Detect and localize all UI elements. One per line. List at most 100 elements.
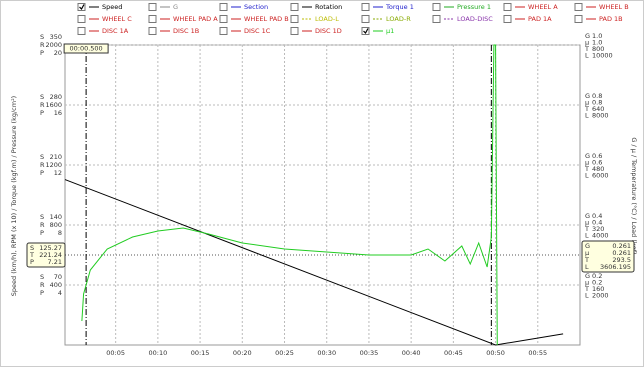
x-tick-label: 00:45 [444,349,463,357]
y-tick-label: 280 [50,93,62,101]
y-axis-name: R [40,41,45,49]
readout-name: μ [585,249,589,257]
y2-tick-label: 10000 [592,52,613,60]
legend-check [79,4,85,10]
y2-axis-name: T [584,285,589,293]
legend-checkbox[interactable] [148,3,157,11]
legend-checkbox[interactable] [361,3,370,11]
y2-tick-label: 0.2 [592,272,602,280]
y2-axis-name: G [585,152,590,160]
x-tick-label: 00:25 [275,349,294,357]
y2-axis-name: μ [585,219,589,227]
readout-name: L [585,263,589,271]
y2-axis-name: T [584,225,589,233]
legend-checkbox[interactable] [219,27,228,35]
y2-axis-name: L [585,52,589,60]
y-tick-label: 800 [50,221,62,229]
legend-checkbox[interactable] [503,3,512,11]
legend-checkbox[interactable] [77,3,86,11]
cursor-time-box [63,43,109,54]
y-tick-label: 20 [54,49,62,57]
readout-value: 221.24 [39,251,62,259]
y2-axis-name: G [585,32,590,40]
readout-box [26,242,66,268]
y-tick-label: 2000 [45,41,62,49]
y2-axis-name: μ [585,39,589,47]
legend-label: WHEEL C [102,15,132,23]
legend-checkbox[interactable] [290,27,299,35]
readout-name: G [585,242,590,250]
legend-label: G [173,3,178,11]
readout-name: S [30,244,34,252]
legend-label: WHEEL A [528,3,558,11]
x-tick-label: 00:05 [106,349,125,357]
readout-value: 293.5 [612,256,631,264]
legend-checkbox[interactable] [361,27,370,35]
y2-axis-name: μ [585,279,589,287]
y2-axis-name: L [585,112,589,120]
x-tick-label: 00:35 [360,349,379,357]
y-axis-name: S [40,213,44,221]
x-tick-label: 00:40 [402,349,421,357]
y2-axis-name: G [585,92,590,100]
legend-checkbox[interactable] [574,3,583,11]
legend-checkbox[interactable] [574,15,583,23]
legend-checkbox[interactable] [219,3,228,11]
y2-tick-label: 6000 [592,172,609,180]
legend-checkbox[interactable] [432,3,441,11]
legend-label: DISC 1B [173,27,199,35]
x-tick-label: 00:15 [191,349,210,357]
legend-checkbox[interactable] [77,27,86,35]
y2-tick-label: 0.4 [592,212,602,220]
legend-checkbox[interactable] [148,15,157,23]
y2-tick-label: 1.0 [592,39,602,47]
legend-label: DISC 1C [244,27,271,35]
legend-label: DISC 1A [102,27,129,35]
y-axis-name: S [40,273,44,281]
legend-label: μ1 [386,27,394,35]
legend-checkbox[interactable] [77,15,86,23]
legend-label: LOAD-DISC [457,15,493,23]
y2-axis-name: G [585,212,590,220]
y2-axis-name: L [585,232,589,240]
legend-checkbox[interactable] [219,15,228,23]
readout-value: 0.261 [612,242,631,250]
legend-label: LOAD-R [386,15,411,23]
legend-label: WHEEL B [599,3,629,11]
y-axis-name: P [40,289,44,297]
y2-tick-label: 8000 [592,112,609,120]
y-tick-label: 8 [58,229,62,237]
readout-name: T [29,251,34,259]
legend-checkbox[interactable] [290,15,299,23]
legend-checkbox[interactable] [503,15,512,23]
readout-name: P [30,258,34,266]
y-axis-name: P [40,49,44,57]
y-axis-name: S [40,153,44,161]
legend-checkbox[interactable] [290,3,299,11]
y2-axis-name: L [585,292,589,300]
y2-tick-label: 1.0 [592,32,602,40]
x-tick-label: 00:55 [528,349,547,357]
y2-axis-name: T [584,45,589,53]
y2-tick-label: 0.6 [592,152,602,160]
y2-tick-label: 0.8 [592,99,602,107]
y-axis-name: R [40,221,45,229]
y-axis-name: R [40,101,45,109]
y2-axis-name: L [585,172,589,180]
legend-checkbox[interactable] [361,15,370,23]
legend-label: Rotation [315,3,342,11]
legend-label: Pressure 1 [457,3,491,11]
legend-label: DISC 1D [315,27,342,35]
y-tick-label: 16 [54,109,62,117]
y-tick-label: 12 [54,169,62,177]
cursor-time: 00:00.500 [69,45,102,53]
y2-tick-label: 320 [592,225,604,233]
y-tick-label: 4 [58,289,62,297]
legend-label: Section [244,3,268,11]
legend-label: Torque 1 [385,3,414,11]
legend-checkbox[interactable] [432,15,441,23]
y2-axis-name: T [584,105,589,113]
legend-label: WHEEL PAD A [173,15,218,23]
legend-checkbox[interactable] [148,27,157,35]
